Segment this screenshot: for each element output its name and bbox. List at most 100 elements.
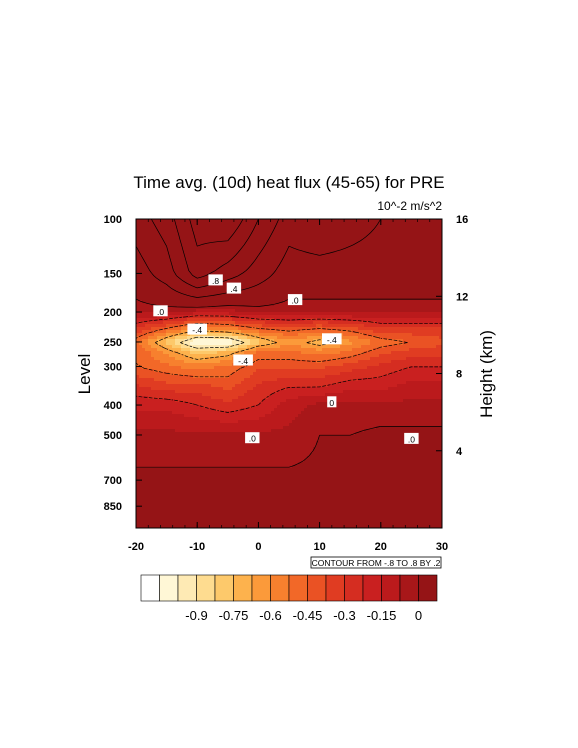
heatmap-cell bbox=[163, 270, 167, 274]
heatmap-cell bbox=[346, 240, 350, 244]
heatmap-cell bbox=[382, 339, 386, 343]
heatmap-cell bbox=[388, 354, 392, 358]
heatmap-cell bbox=[391, 306, 395, 310]
heatmap-cell bbox=[139, 351, 143, 355]
heatmap-cell bbox=[286, 348, 290, 352]
heatmap-cell bbox=[157, 363, 161, 367]
heatmap-cell bbox=[211, 288, 215, 292]
heatmap-cell bbox=[145, 330, 149, 334]
heatmap-cell bbox=[265, 243, 269, 247]
heatmap-cell bbox=[244, 279, 248, 283]
heatmap-cell bbox=[370, 249, 374, 253]
heatmap-cell bbox=[346, 312, 350, 316]
heatmap-cell bbox=[427, 363, 431, 367]
heatmap-cell bbox=[322, 264, 326, 268]
heatmap-cell bbox=[166, 345, 170, 349]
heatmap-cell bbox=[286, 276, 290, 280]
heatmap-cell bbox=[217, 255, 221, 259]
heatmap-cell bbox=[199, 282, 203, 286]
heatmap-cell bbox=[148, 261, 152, 265]
heatmap-cell bbox=[352, 309, 356, 313]
heatmap-cell bbox=[208, 348, 212, 352]
heatmap-cell bbox=[139, 282, 143, 286]
heatmap-cell bbox=[247, 228, 251, 232]
heatmap-cell bbox=[331, 255, 335, 259]
heatmap-cell bbox=[418, 318, 422, 322]
heatmap-cell bbox=[238, 327, 242, 331]
heatmap-cell bbox=[406, 312, 410, 316]
heatmap-cell bbox=[154, 336, 158, 340]
heatmap-cell bbox=[346, 219, 350, 223]
heatmap-cell bbox=[364, 246, 368, 250]
heatmap-cell bbox=[427, 360, 431, 364]
heatmap-cell bbox=[307, 228, 311, 232]
heatmap-cell bbox=[334, 354, 338, 358]
heatmap-cell bbox=[325, 306, 329, 310]
heatmap-cell bbox=[163, 288, 167, 292]
heatmap-cell bbox=[349, 348, 353, 352]
heatmap-cell bbox=[421, 339, 425, 343]
heatmap-cell bbox=[346, 363, 350, 367]
heatmap-cell bbox=[385, 303, 389, 307]
heatmap-cell bbox=[259, 297, 263, 301]
heatmap-cell bbox=[391, 336, 395, 340]
heatmap-cell bbox=[136, 222, 140, 226]
heatmap-cell bbox=[424, 351, 428, 355]
heatmap-cell bbox=[151, 261, 155, 265]
heatmap-cell bbox=[331, 222, 335, 226]
heatmap-cell bbox=[295, 309, 299, 313]
heatmap-cell bbox=[340, 345, 344, 349]
heatmap-cell bbox=[373, 294, 377, 298]
heatmap-cell bbox=[160, 225, 164, 229]
heatmap-cell bbox=[142, 231, 146, 235]
heatmap-cell bbox=[370, 300, 374, 304]
heatmap-cell bbox=[310, 246, 314, 250]
heatmap-cell bbox=[277, 267, 281, 271]
heatmap-cell bbox=[394, 279, 398, 283]
heatmap-cell bbox=[316, 348, 320, 352]
heatmap-cell bbox=[283, 282, 287, 286]
heatmap-cell bbox=[367, 324, 371, 328]
heatmap-cell bbox=[409, 357, 413, 361]
heatmap-cell bbox=[388, 285, 392, 289]
heatmap-cell bbox=[232, 300, 236, 304]
heatmap-cell bbox=[175, 246, 179, 250]
heatmap-cell bbox=[388, 333, 392, 337]
heatmap-cell bbox=[298, 351, 302, 355]
heatmap-cell bbox=[361, 354, 365, 358]
heatmap-cell bbox=[247, 261, 251, 265]
heatmap-cell bbox=[232, 345, 236, 349]
heatmap-cell bbox=[418, 297, 422, 301]
heatmap-cell bbox=[391, 255, 395, 259]
heatmap-cell bbox=[394, 348, 398, 352]
heatmap-cell bbox=[346, 231, 350, 235]
heatmap-cell bbox=[421, 288, 425, 292]
heatmap-cell bbox=[205, 243, 209, 247]
heatmap-cell bbox=[331, 243, 335, 247]
heatmap-cell bbox=[388, 324, 392, 328]
heatmap-cell bbox=[223, 300, 227, 304]
heatmap-cell bbox=[157, 348, 161, 352]
heatmap-cell bbox=[415, 324, 419, 328]
heatmap-cell bbox=[229, 309, 233, 313]
heatmap-cell bbox=[298, 309, 302, 313]
heatmap-cell bbox=[196, 306, 200, 310]
heatmap-cell bbox=[370, 276, 374, 280]
heatmap-cell bbox=[286, 312, 290, 316]
heatmap-cell bbox=[343, 360, 347, 364]
heatmap-cell bbox=[280, 363, 284, 367]
heatmap-cell bbox=[181, 285, 185, 289]
heatmap-cell bbox=[340, 360, 344, 364]
heatmap-cell bbox=[382, 324, 386, 328]
heatmap-cell bbox=[190, 270, 194, 274]
heatmap-cell bbox=[376, 327, 380, 331]
heatmap-cell bbox=[232, 330, 236, 334]
heatmap-cell bbox=[346, 285, 350, 289]
heatmap-cell bbox=[193, 333, 197, 337]
heatmap-cell bbox=[301, 282, 305, 286]
heatmap-cell bbox=[310, 363, 314, 367]
heatmap-cell bbox=[262, 225, 266, 229]
heatmap-cell bbox=[355, 249, 359, 253]
heatmap-cell bbox=[364, 351, 368, 355]
heatmap-cell bbox=[364, 219, 368, 223]
